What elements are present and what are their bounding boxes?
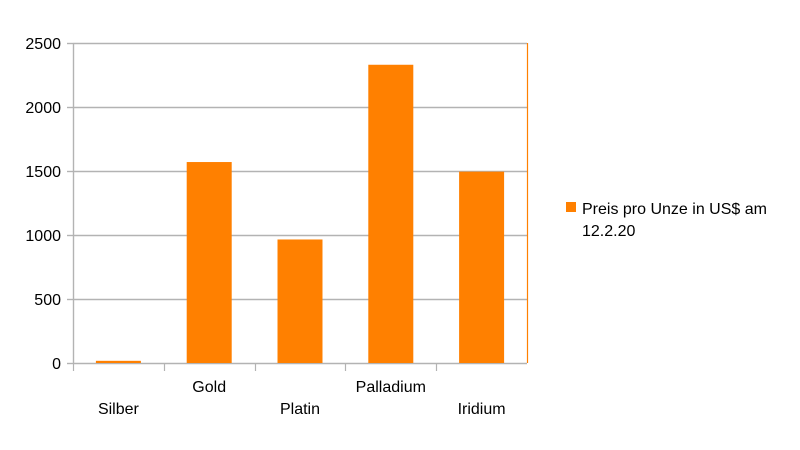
bar-iridium (459, 171, 505, 363)
x-tick-label-iridium: Iridium (458, 401, 506, 418)
x-tick-label-platin: Platin (280, 401, 320, 418)
y-tick-label: 2000 (25, 100, 61, 117)
legend-label-line-1: Preis pro Unze in US$ am (582, 201, 767, 218)
x-axis-tick-labels: Silber Gold Platin Palladium Iridium (98, 379, 506, 418)
bars (95, 64, 505, 363)
y-tick-label: 0 (52, 356, 61, 373)
bar-silber (95, 360, 141, 363)
x-tick-label-palladium: Palladium (356, 379, 426, 396)
legend: Preis pro Unze in US$ am 12.2.20 (566, 201, 767, 240)
y-tick-label: 2500 (25, 36, 61, 53)
legend-swatch (566, 202, 576, 212)
y-tick-label: 1000 (25, 228, 61, 245)
bar-platin (277, 239, 323, 363)
bar-palladium (368, 64, 414, 363)
bar-gold (186, 162, 232, 363)
x-tick-label-silber: Silber (98, 401, 140, 418)
y-tick-label: 1500 (25, 164, 61, 181)
x-tick-label-gold: Gold (192, 379, 226, 396)
legend-label-line-2: 12.2.20 (582, 223, 635, 240)
y-tick-label: 500 (34, 292, 61, 309)
axes (67, 42, 529, 371)
grid-lines (73, 42, 527, 301)
y-axis-tick-labels: 0 500 1000 1500 2000 2500 (25, 36, 61, 373)
